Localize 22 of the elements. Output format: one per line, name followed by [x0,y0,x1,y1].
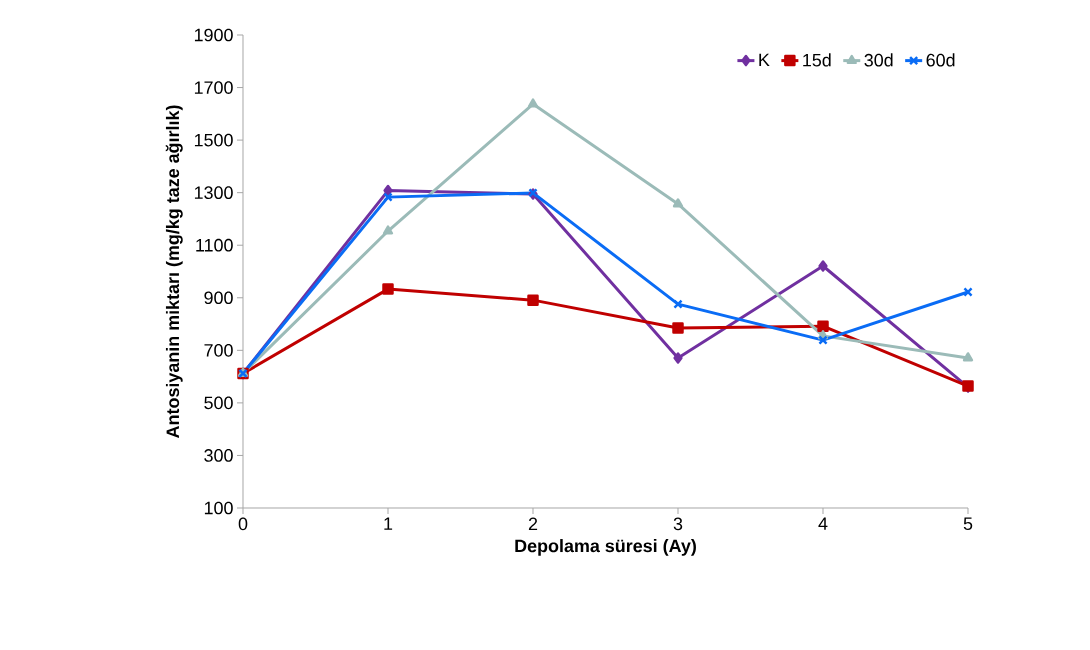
y-tick-label: 700 [204,343,233,357]
y-tick-label: 900 [204,291,233,305]
legend-label: 60d [926,53,955,67]
legend-label: 30d [864,53,893,67]
x-tick-label: 3 [673,517,683,531]
y-tick-label: 300 [204,449,233,462]
x-tick-label: 2 [528,517,538,531]
legend-label: K [759,53,770,67]
y-tick-label: 1900 [194,28,233,42]
x-tick-label: 5 [963,517,973,531]
legend-label: 15d [803,53,831,67]
y-tick-label: 1700 [194,81,233,94]
y-tick-label: 1300 [194,186,233,200]
y-tick-label: 500 [204,396,233,410]
y-tick-label: 1100 [196,238,233,252]
x-tick-label: 4 [818,517,828,530]
x-tick-label: 0 [238,517,248,531]
y-axis-title: Antosiyanin miktarı (mg/kg taze ağırlık) [165,105,183,438]
y-tick-label: 1500 [194,133,233,147]
x-axis-title: Depolama süresi (Ay) [515,539,696,556]
y-tick-label: 100 [204,501,233,515]
x-tick-label: 1 [384,517,393,530]
